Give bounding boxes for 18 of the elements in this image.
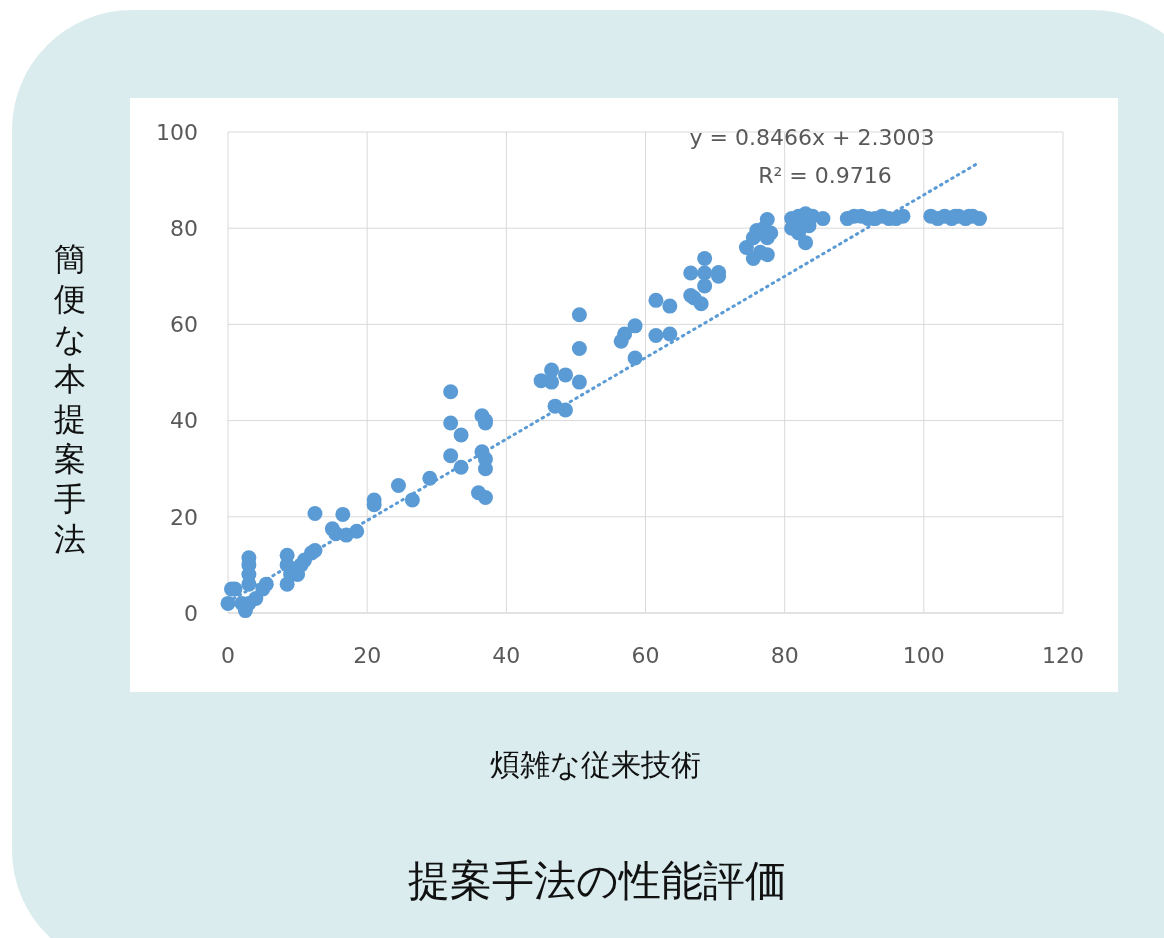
x-tick-label: 0 xyxy=(221,643,235,668)
annotation: y = 0.8466x + 2.3003 xyxy=(689,125,935,150)
x-axis-title: 煩雑な従来技術 xyxy=(489,747,701,782)
text: 提案手法の性能評価 xyxy=(407,856,787,905)
y-tick-label: 100 xyxy=(156,119,198,145)
y-tick-label: 40 xyxy=(170,408,198,434)
x-tick-label: 20 xyxy=(353,643,382,668)
y-tick-label: 60 xyxy=(170,312,198,338)
x-tick-label: 60 xyxy=(631,643,660,668)
y-tick-label: 20 xyxy=(170,504,198,530)
x-tick-label: 80 xyxy=(770,643,799,668)
y-tick-label: 0 xyxy=(184,600,198,626)
x-tick-label: 40 xyxy=(492,643,521,668)
annotation: R² = 0.9716 xyxy=(758,163,892,188)
x-tick-label: 100 xyxy=(902,643,945,668)
x-tick-label: 120 xyxy=(1042,643,1084,668)
y-tick-label: 80 xyxy=(170,215,198,241)
y-axis-title: 簡便な本提案手法 xyxy=(53,240,87,558)
